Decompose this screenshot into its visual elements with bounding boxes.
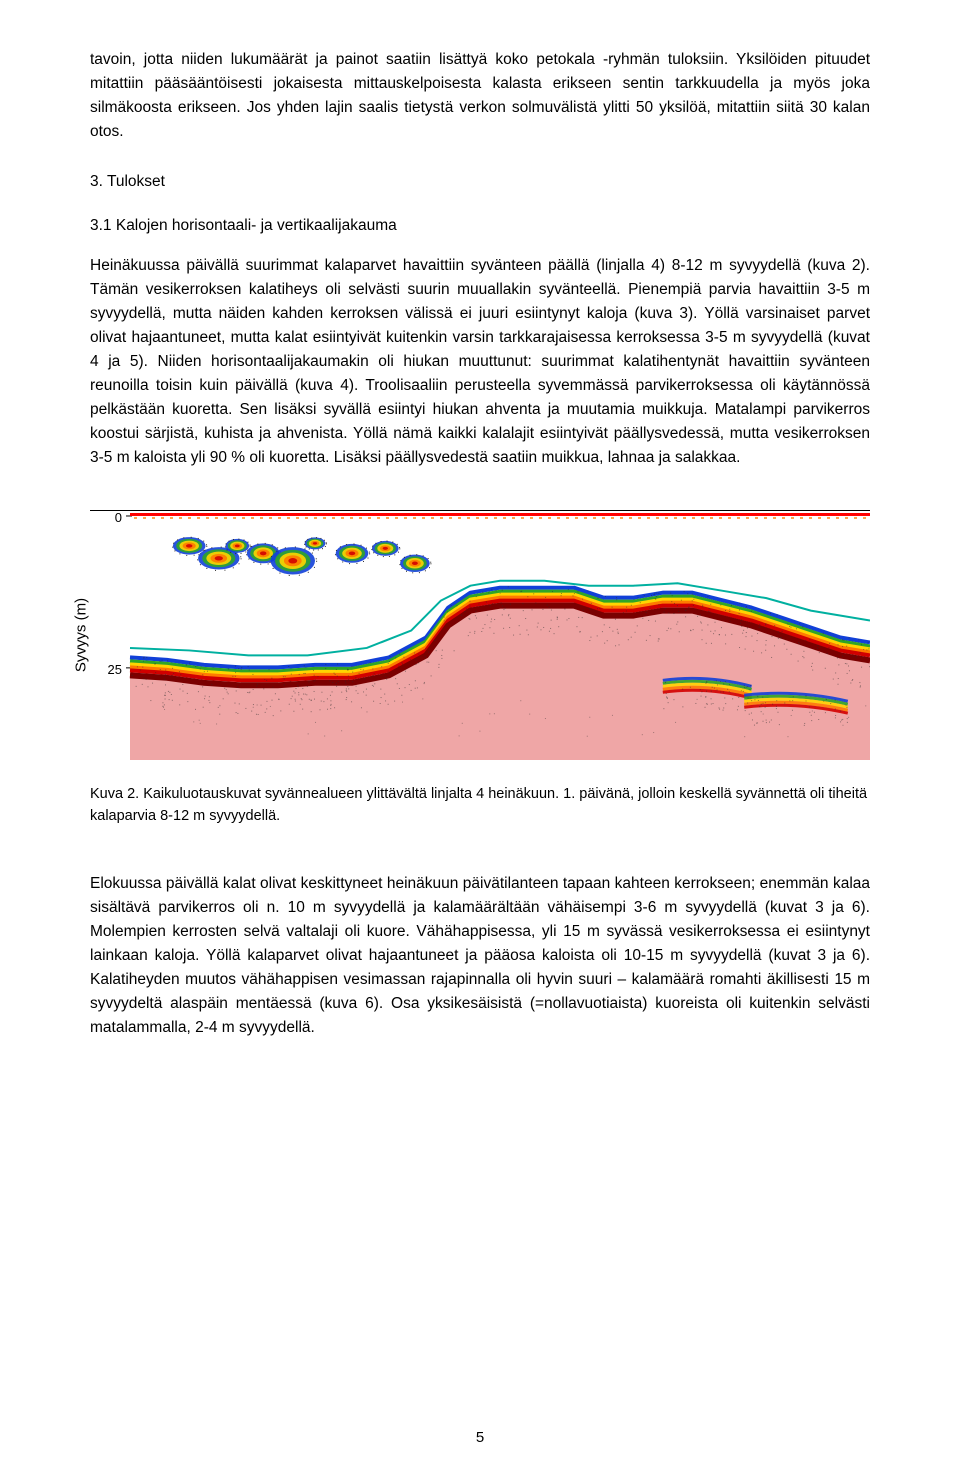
figure-caption: Kuva 2. Kaikuluotauskuvat syvännealueen … [90,784,870,828]
section-header: 3. Tulokset [90,170,870,194]
svg-text:25: 25 [108,662,122,677]
figure-y-axis-label: Syvyys (m) [73,598,90,672]
subsection-header: 3.1 Kalojen horisontaali- ja vertikaalij… [90,214,870,238]
svg-text:0: 0 [115,511,122,525]
paragraph-body-2: Elokuussa päivällä kalat olivat keskitty… [90,872,870,1040]
paragraph-body-1: Heinäkuussa päivällä suurimmat kalaparve… [90,254,870,470]
figure-2: Syvyys (m) 025 [90,510,870,760]
echogram-image: 0 25 [90,510,870,760]
paragraph-continuation: tavoin, jotta niiden lukumäärät ja paino… [90,48,870,144]
page-number: 5 [0,1429,960,1446]
